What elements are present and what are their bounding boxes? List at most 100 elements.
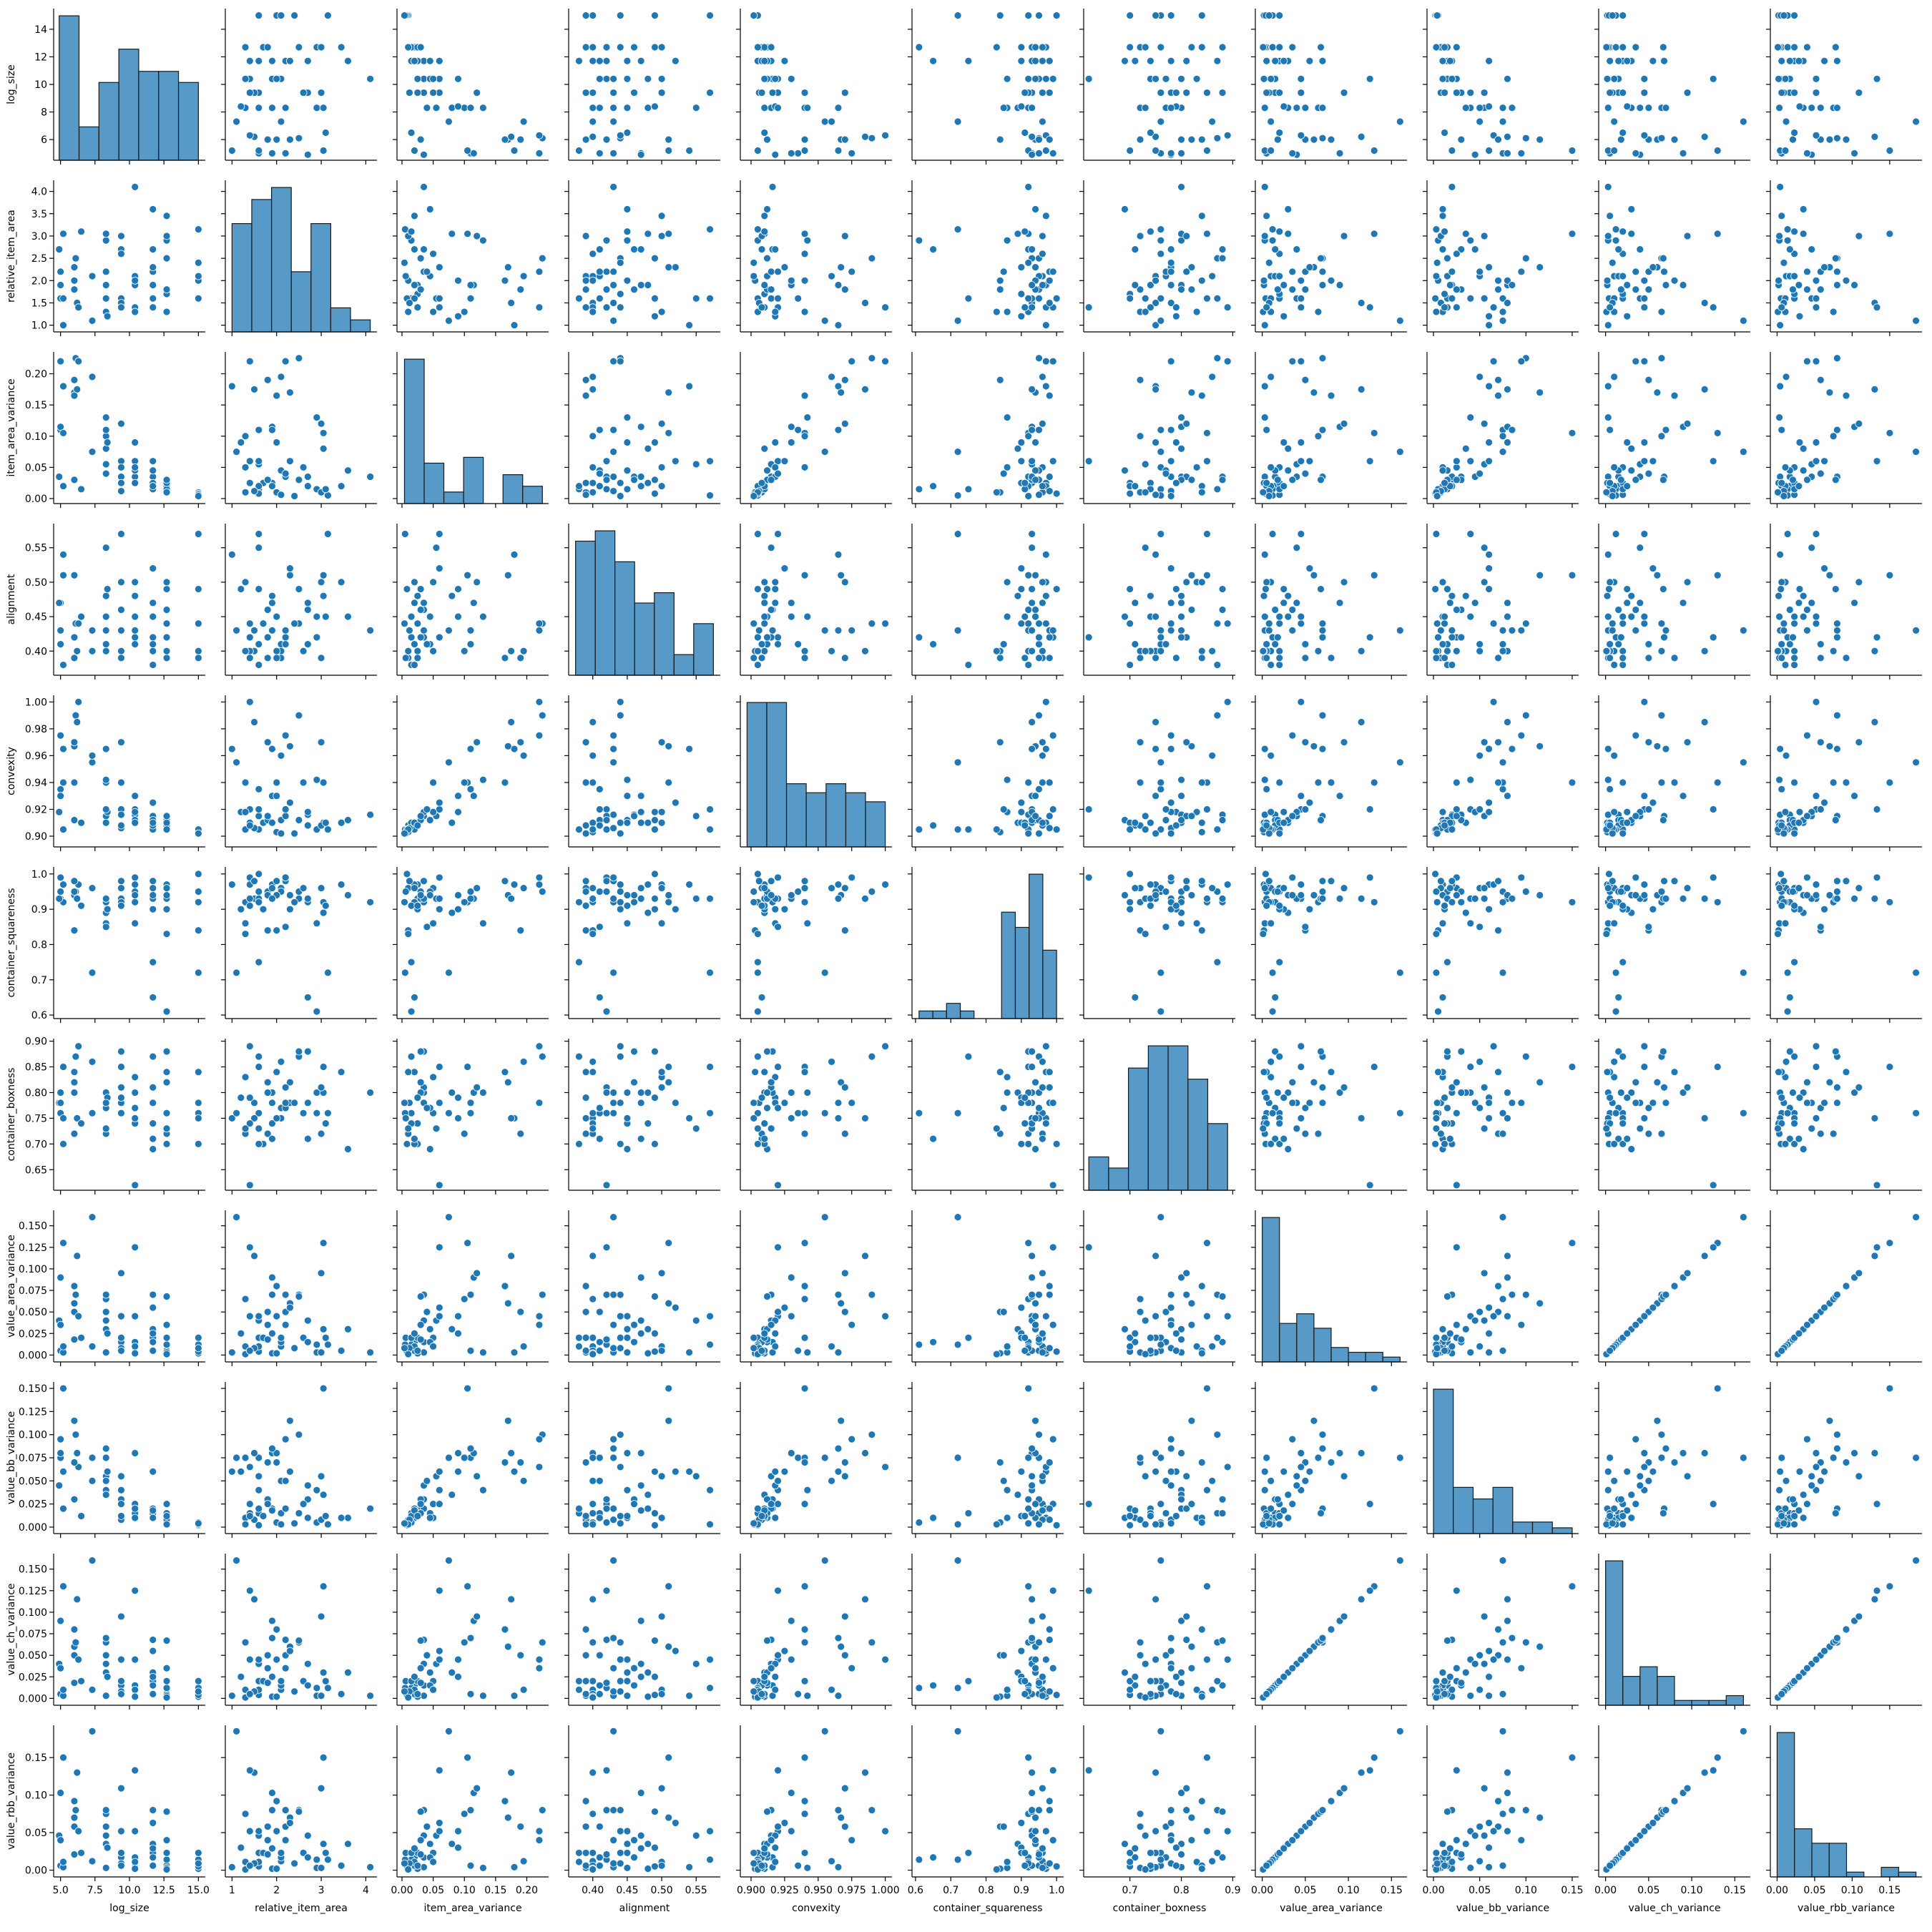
- point: [519, 272, 528, 280]
- point: [435, 1063, 443, 1071]
- point: [1288, 1078, 1297, 1087]
- point: [848, 149, 856, 157]
- point: [706, 805, 714, 813]
- y-tick-label: 0.85: [25, 1062, 47, 1074]
- point: [774, 1063, 782, 1071]
- point: [1812, 1042, 1820, 1051]
- point: [595, 245, 604, 254]
- point: [131, 182, 139, 191]
- point: [589, 117, 597, 126]
- point: [73, 894, 82, 903]
- point: [1640, 303, 1649, 312]
- point: [840, 232, 849, 240]
- point: [637, 281, 645, 289]
- point: [616, 258, 624, 267]
- point: [1485, 321, 1494, 330]
- point: [131, 1342, 139, 1350]
- point: [241, 1295, 250, 1303]
- point: [1297, 89, 1305, 97]
- point: [1260, 745, 1269, 753]
- point: [1816, 805, 1825, 813]
- point: [448, 104, 456, 112]
- point: [1335, 281, 1344, 289]
- point: [88, 448, 97, 456]
- point: [131, 881, 139, 889]
- point: [404, 647, 413, 655]
- point: [88, 626, 97, 634]
- point: [1774, 1124, 1782, 1133]
- point: [1268, 1007, 1277, 1016]
- point: [992, 488, 1001, 496]
- point: [1640, 131, 1649, 139]
- point: [800, 147, 809, 155]
- point: [623, 466, 632, 475]
- point: [1833, 877, 1841, 886]
- point: [1024, 182, 1033, 191]
- point: [623, 919, 632, 928]
- histogram-bar: [1108, 1167, 1129, 1191]
- point: [589, 752, 597, 760]
- point: [519, 1057, 528, 1066]
- point: [1167, 357, 1175, 366]
- point: [1480, 1124, 1489, 1133]
- point: [1466, 530, 1475, 538]
- point: [623, 129, 632, 137]
- point: [1273, 633, 1282, 642]
- point: [1619, 647, 1627, 655]
- point: [1041, 550, 1050, 559]
- point: [407, 1052, 416, 1061]
- point: [1157, 1007, 1165, 1016]
- point: [1568, 1063, 1577, 1071]
- point: [1197, 276, 1206, 285]
- point: [1873, 1181, 1881, 1190]
- point: [953, 117, 962, 126]
- point: [757, 654, 766, 662]
- point: [1434, 1007, 1442, 1016]
- point: [1021, 1094, 1029, 1102]
- point: [953, 825, 962, 834]
- point: [800, 463, 809, 471]
- point: [616, 898, 624, 906]
- point: [259, 619, 268, 628]
- point: [74, 619, 83, 628]
- point: [750, 258, 758, 267]
- y-tick-label: 0.050: [19, 1307, 47, 1318]
- point: [595, 149, 604, 157]
- point: [1606, 479, 1614, 487]
- point: [582, 877, 590, 886]
- point: [1780, 829, 1788, 838]
- point: [1842, 135, 1850, 144]
- point: [1275, 89, 1284, 97]
- point: [1432, 225, 1441, 233]
- point: [1617, 1089, 1625, 1097]
- point: [623, 205, 632, 213]
- point: [589, 463, 597, 471]
- point: [273, 647, 281, 655]
- point: [507, 718, 516, 726]
- point: [411, 147, 418, 155]
- point: [595, 469, 604, 478]
- point: [454, 808, 462, 816]
- point: [303, 473, 312, 481]
- point: [1662, 626, 1670, 634]
- y-tick-label: 0.6: [31, 1010, 47, 1021]
- point: [194, 1344, 202, 1353]
- point: [582, 1129, 590, 1138]
- point: [1775, 775, 1783, 784]
- point: [1157, 89, 1165, 97]
- point: [1808, 245, 1816, 254]
- point: [1499, 1129, 1507, 1138]
- point: [767, 877, 775, 886]
- point: [435, 263, 443, 271]
- point: [616, 1099, 624, 1107]
- point: [787, 1114, 795, 1122]
- point: [623, 1114, 632, 1122]
- histogram-bar: [251, 199, 273, 333]
- point: [1218, 476, 1227, 484]
- point: [429, 1073, 438, 1082]
- point: [255, 482, 263, 490]
- point: [1659, 1047, 1667, 1056]
- point: [1438, 994, 1447, 1001]
- point: [435, 303, 443, 312]
- point: [1052, 825, 1061, 834]
